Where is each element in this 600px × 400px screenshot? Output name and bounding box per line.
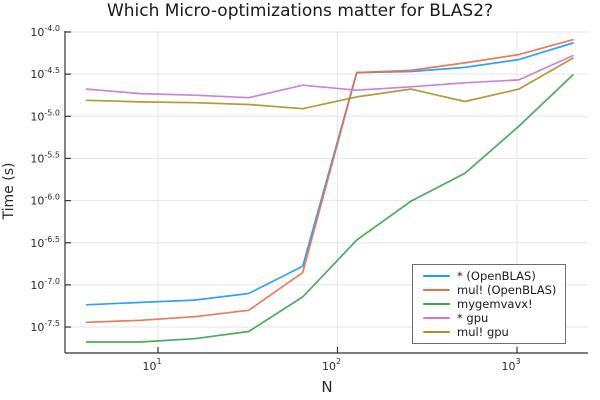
legend-line-swatch xyxy=(423,316,450,320)
legend-entry-1: * (OpenBLAS) xyxy=(423,269,559,283)
x-tick-label: 102 xyxy=(322,357,341,373)
legend-line-swatch xyxy=(423,274,450,278)
series-line-3 xyxy=(85,74,574,343)
legend-entry-3: mygemvavx! xyxy=(423,297,559,311)
legend-entry-5: mul! gpu xyxy=(423,325,559,339)
series-line-2 xyxy=(85,38,574,324)
y-tick-label: 10-5.5 xyxy=(30,150,60,165)
y-tick-label: 10-6.0 xyxy=(30,193,60,208)
legend-label: mul! (OpenBLAS) xyxy=(457,283,557,297)
legend-entry-4: * gpu xyxy=(423,311,559,325)
legend-box: * (OpenBLAS) mul! (OpenBLAS) mygemvavx! * g… xyxy=(412,264,566,344)
legend-entry-2: mul! (OpenBLAS) xyxy=(423,283,559,297)
legend-label: * gpu xyxy=(457,311,489,325)
series-line-5 xyxy=(85,57,574,110)
y-tick-label: 10-4.0 xyxy=(30,24,60,39)
legend-line-swatch xyxy=(423,288,450,292)
x-tick-label: 101 xyxy=(142,357,161,373)
y-tick-label: 10-5.0 xyxy=(30,108,60,123)
series-line-4 xyxy=(85,54,574,99)
x-axis-label: N xyxy=(321,378,333,396)
legend-line-swatch xyxy=(423,302,450,306)
y-tick-label: 10-7.0 xyxy=(30,277,60,292)
x-tick-label: 103 xyxy=(501,357,520,373)
legend-line-swatch xyxy=(423,330,450,334)
chart-title: Which Micro-optimizations matter for BLA… xyxy=(106,1,494,21)
y-tick-label: 10-7.5 xyxy=(30,319,60,334)
legend-label: * (OpenBLAS) xyxy=(457,269,536,283)
legend-label: mul! gpu xyxy=(457,325,509,339)
y-tick-label: 10-6.5 xyxy=(30,235,60,250)
legend-label: mygemvavx! xyxy=(457,297,533,311)
y-tick-label: 10-4.5 xyxy=(30,66,60,81)
